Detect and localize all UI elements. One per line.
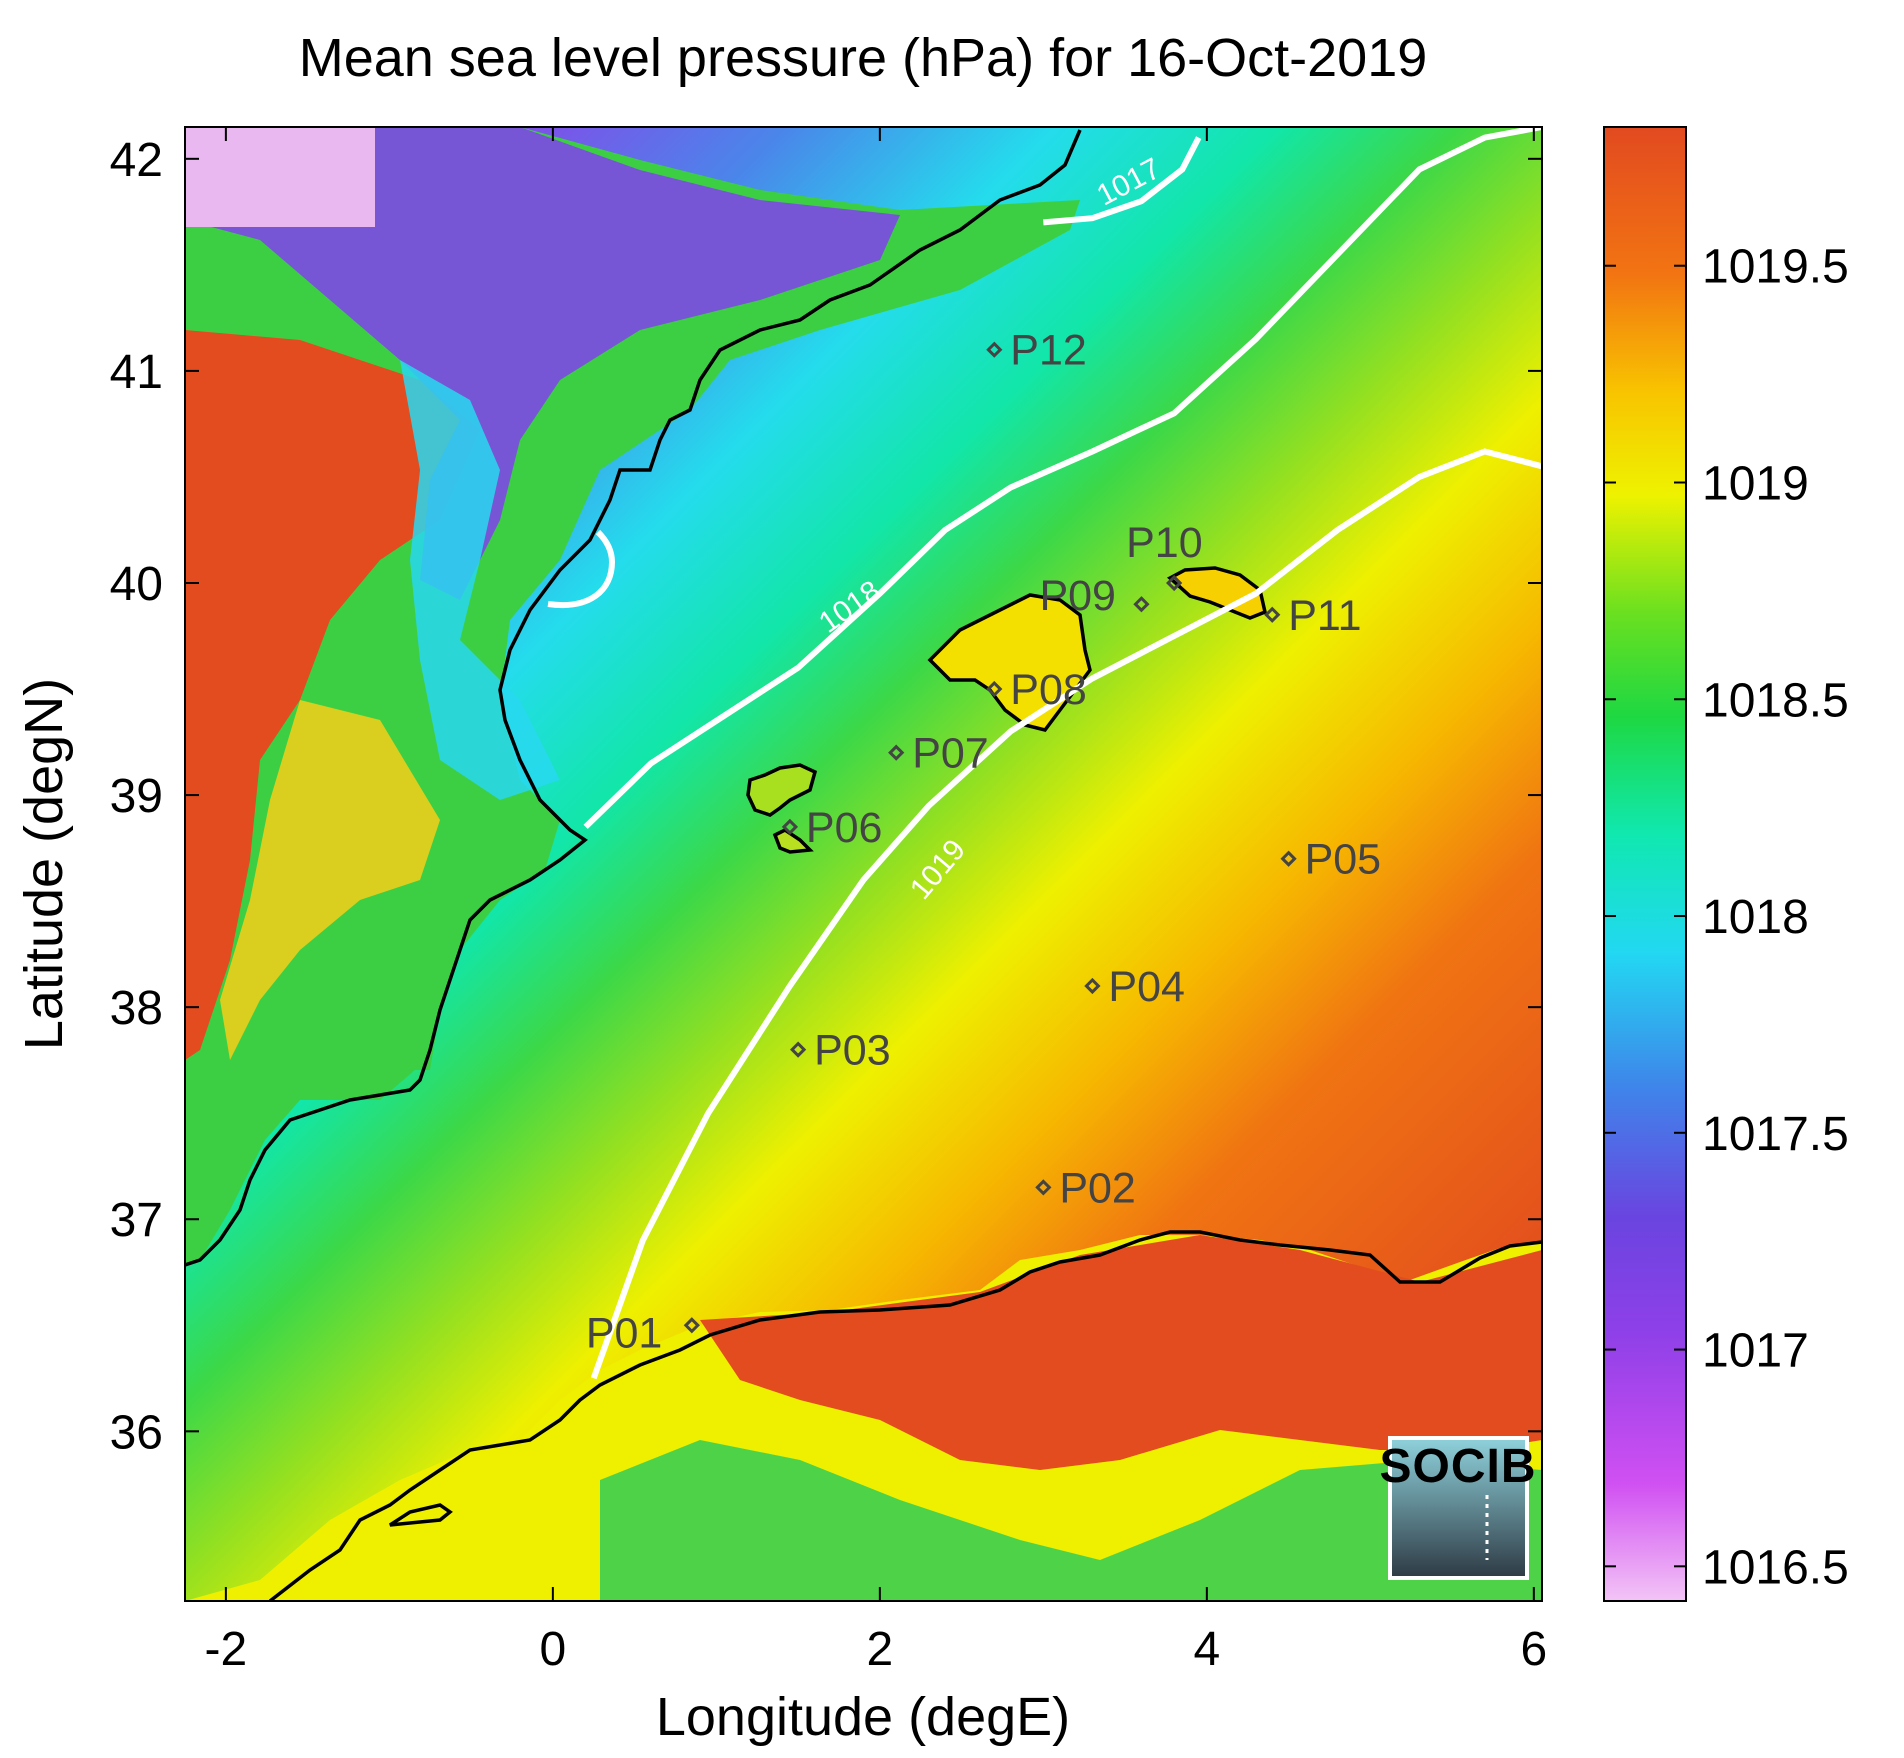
station-marker-p01 (683, 1317, 700, 1334)
island-ibiza (746, 763, 818, 817)
y-tick-label: 39 (110, 770, 163, 823)
y-tick-label: 40 (110, 558, 163, 611)
station-marker-p05 (1280, 850, 1297, 867)
isobar-1019 (590, 448, 1542, 1380)
station-marker-p07 (888, 744, 905, 761)
station-label-p06: P06 (806, 804, 883, 852)
x-tick-label: -2 (205, 1623, 248, 1676)
station-marker-p06 (781, 818, 799, 836)
plot-area (185, 127, 1542, 1601)
station-label-p03: P03 (814, 1027, 891, 1075)
station-label-p08: P08 (1010, 666, 1087, 714)
africa-land-cool (600, 1440, 1542, 1601)
station-label-p09: P09 (1039, 572, 1116, 620)
socib-logo: SOCIB (1379, 1436, 1536, 1580)
colorbar-tick-label: 1016.5 (1702, 1541, 1849, 1594)
colorbar-tick-label: 1017.5 (1702, 1108, 1849, 1161)
colorbar-tick-label: 1019 (1702, 457, 1809, 510)
colorbar-tick-label: 1018.5 (1702, 674, 1849, 727)
africa-land-hot (700, 1235, 1542, 1470)
x-tick-label: 2 (866, 1623, 893, 1676)
colorbar-ticks: 1016.5 1017 1017.5 1018 1018.5 1019 1019.5 (1604, 241, 1849, 1594)
y-axis-title: Latitude (degN) (14, 678, 74, 1050)
station-marker-p09 (1133, 596, 1150, 613)
y-tick-label: 38 (110, 982, 163, 1035)
station-label-p01: P01 (586, 1309, 663, 1357)
iberia-land-north-low (185, 127, 900, 600)
station-marker-p02 (1035, 1179, 1052, 1196)
y-tick-label: 42 (110, 134, 163, 187)
colorbar-tick-label: 1018 (1702, 891, 1809, 944)
isobar-1017 (1043, 136, 1202, 226)
station-marker-p10 (1166, 574, 1183, 592)
plot-frame (184, 126, 1543, 1602)
y-tick-label: 36 (110, 1406, 163, 1459)
station-label-p07: P07 (912, 730, 989, 778)
station-label-p10: P10 (1126, 519, 1203, 567)
isobar-1018 (583, 127, 1542, 830)
x-axis-title: Longitude (degE) (656, 1687, 1070, 1747)
pyrenees-peak (185, 127, 375, 227)
station-label-p11: P11 (1288, 592, 1361, 640)
island-alboran (389, 1503, 453, 1527)
axes: -2 0 2 4 6 36 37 38 39 40 41 42 (110, 127, 1547, 1676)
x-tick-label: 6 (1520, 1623, 1547, 1676)
isobar-1017-closed (547, 529, 616, 609)
colorbar-tick-label: 1019.5 (1702, 241, 1849, 294)
station-label-p05: P05 (1305, 836, 1382, 884)
iberia-land-transition (220, 700, 440, 1060)
station-marker-p12 (986, 341, 1003, 358)
iberia-land-cyan-band (400, 360, 560, 800)
coastline-africa (268, 1230, 1542, 1601)
socib-logo-text: SOCIB (1379, 1440, 1536, 1493)
station-label-p12: P12 (1010, 327, 1087, 375)
station-marker-p04 (1084, 977, 1101, 995)
y-tick-label: 37 (110, 1194, 163, 1247)
station-marker-p03 (789, 1041, 807, 1058)
coastline-iberia (185, 129, 1082, 1267)
island-menorca (1166, 566, 1268, 620)
iberia-land-highlands (185, 330, 480, 1060)
station-marker-p08 (986, 680, 1003, 698)
station-label-p04: P04 (1108, 963, 1185, 1011)
station-label-p02: P02 (1059, 1164, 1136, 1212)
x-tick-label: 0 (540, 1623, 567, 1676)
station-marker-p11 (1264, 606, 1281, 623)
x-tick-label: 4 (1193, 1623, 1220, 1676)
colorbar-tick-label: 1017 (1702, 1325, 1809, 1378)
y-tick-label: 41 (110, 346, 163, 399)
colorbar (1603, 126, 1687, 1602)
chart-title: Mean sea level pressure (hPa) for 16-Oct… (299, 28, 1428, 88)
